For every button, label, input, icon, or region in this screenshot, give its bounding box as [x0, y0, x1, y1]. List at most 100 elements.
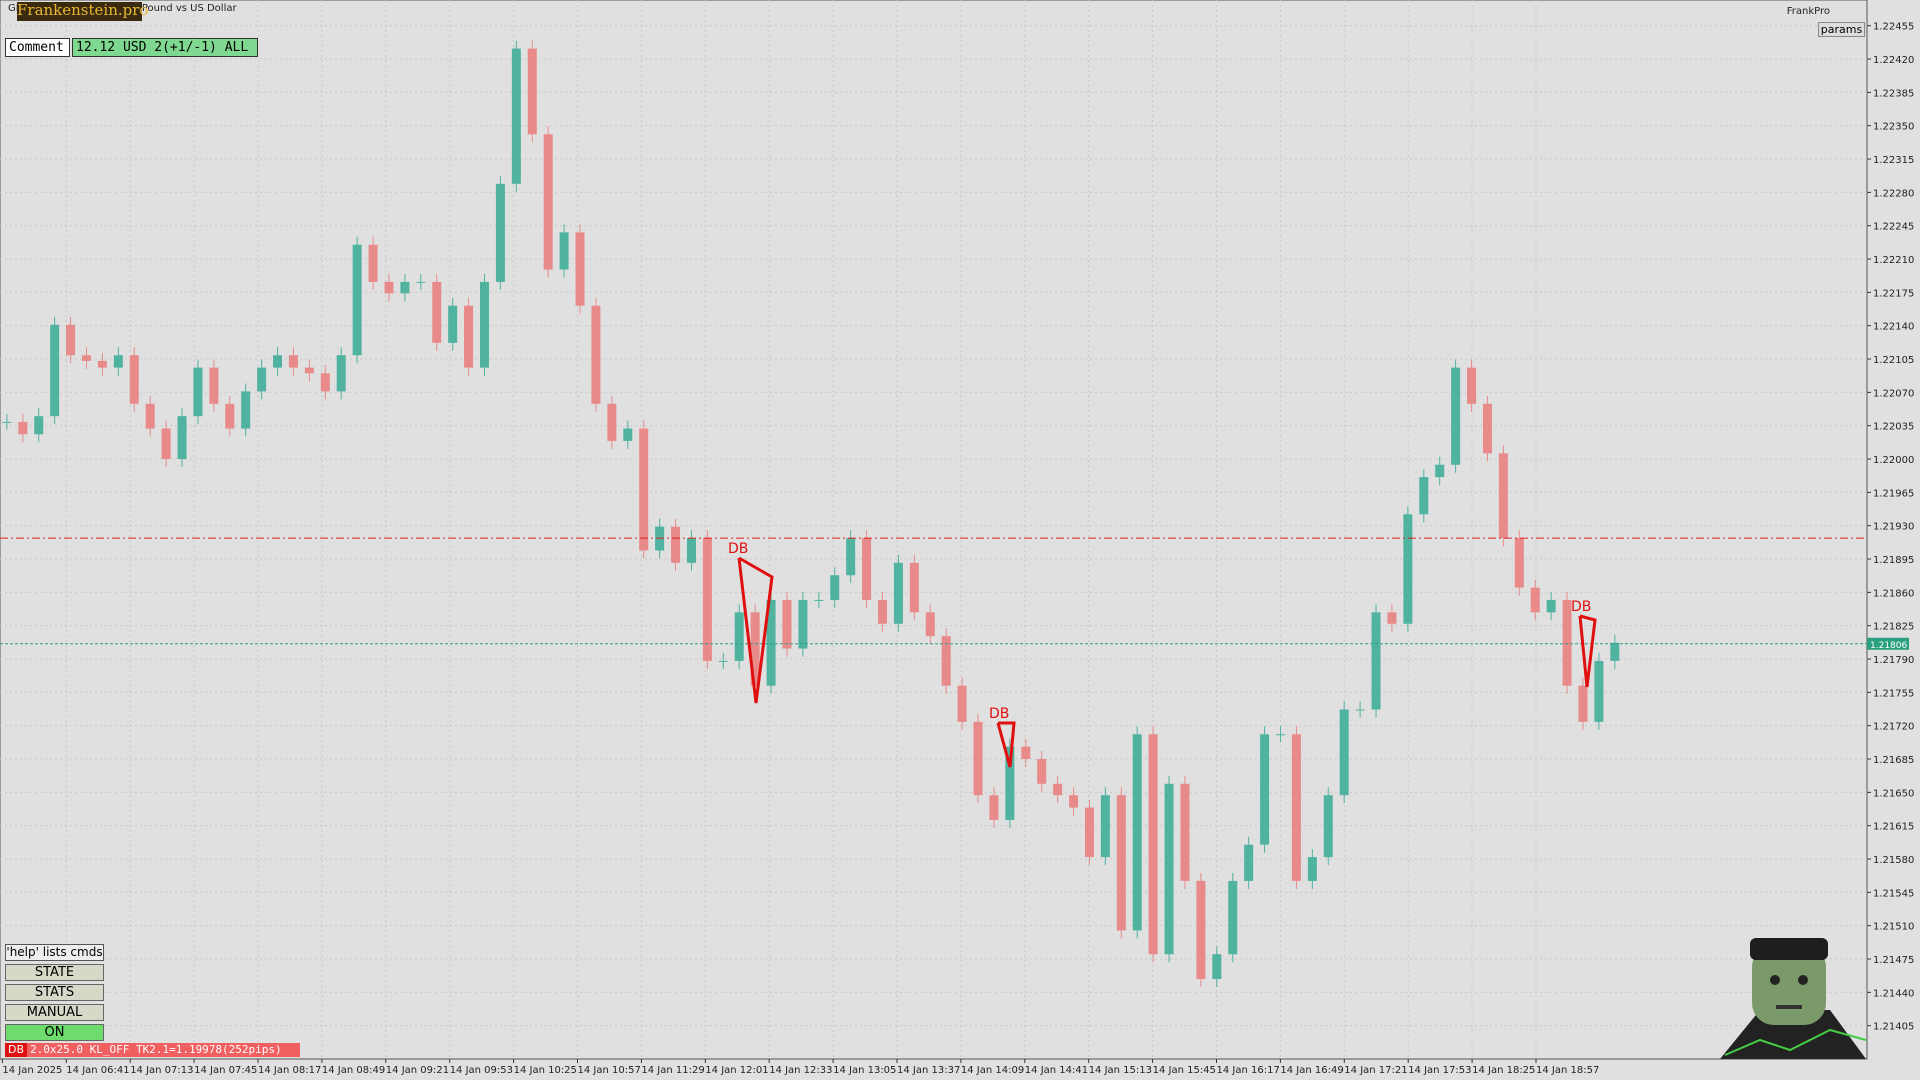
x-tick-label: 14 Jan 12:01: [705, 1065, 768, 1076]
candle-body: [527, 48, 537, 135]
candle-body: [893, 562, 903, 624]
candle-body: [1228, 880, 1238, 955]
brand: FrankPro: [1787, 6, 1830, 17]
y-tick-label: 1.22175: [1873, 288, 1914, 299]
x-tick-label: 14 Jan 11:29: [641, 1065, 704, 1076]
candle-body: [1276, 734, 1285, 736]
candle-body: [782, 599, 792, 649]
frankenstein-avatar: [1720, 938, 1867, 1059]
x-tick-label: 14 Jan 07:45: [194, 1065, 257, 1076]
y-tick-label: 1.21615: [1873, 822, 1914, 833]
candle-body: [686, 538, 696, 563]
candle-body: [1610, 642, 1620, 661]
candle-body: [878, 599, 887, 624]
x-tick-label: 14 Jan 15:13: [1089, 1065, 1152, 1076]
x-tick-label: 14 Jan 18:25: [1472, 1065, 1535, 1076]
candle-body: [1419, 477, 1429, 515]
candle-body: [145, 403, 155, 429]
candle-body: [1164, 783, 1174, 955]
pattern-label: DB: [989, 706, 1009, 722]
comment-text: 12.12 USD 2(+1/-1) ALL: [72, 38, 258, 57]
candle-body: [1530, 587, 1540, 613]
candle-body: [1514, 538, 1524, 588]
candle-body: [1403, 514, 1413, 624]
x-tick-label: 14 Jan 10:25: [514, 1065, 577, 1076]
x-tick-label: 14 Jan 07:13: [130, 1065, 193, 1076]
x-tick-label: 14 Jan 06:41: [66, 1065, 129, 1076]
x-tick-label: 14 Jan 17:21: [1344, 1065, 1407, 1076]
candle-body: [225, 403, 235, 429]
logo: Frankenstein.pro: [17, 1, 149, 21]
pattern-label: DB: [728, 541, 748, 557]
candle-body: [1467, 367, 1477, 404]
y-tick-label: 1.21580: [1873, 855, 1914, 866]
x-tick-label: 14 Jan 18:57: [1536, 1065, 1599, 1076]
candle-body: [607, 403, 617, 441]
x-tick-label: 14 Jan 08:49: [322, 1065, 385, 1076]
y-tick-label: 1.22140: [1873, 322, 1914, 333]
candle-body: [34, 416, 44, 435]
help-hint: 'help' lists cmds: [5, 944, 104, 961]
pattern-label: DB: [1571, 599, 1591, 615]
candle-body: [1244, 844, 1254, 881]
candle-body: [1005, 746, 1015, 820]
stats-button[interactable]: STATS: [5, 984, 104, 1001]
on-button[interactable]: ON: [5, 1024, 104, 1041]
candle-body: [1021, 746, 1031, 760]
candle-body: [480, 281, 489, 368]
candle-body: [1307, 857, 1317, 881]
x-tick-label: 14 Jan 08:17: [258, 1065, 321, 1076]
y-tick-label: 1.21790: [1873, 655, 1914, 666]
x-tick-label: 14 Jan 13:05: [833, 1065, 896, 1076]
pattern-shape: [1578, 614, 1597, 688]
candle-body: [1116, 795, 1126, 931]
y-tick-label: 1.21860: [1873, 588, 1914, 599]
y-tick-label: 1.21755: [1873, 688, 1914, 699]
x-tick-label: 14 Jan 16:49: [1280, 1065, 1343, 1076]
candle-body: [671, 526, 681, 563]
manual-button[interactable]: MANUAL: [5, 1004, 104, 1021]
candle-body: [1435, 464, 1445, 478]
candle-body: [1196, 880, 1206, 980]
candle-body: [1260, 734, 1270, 845]
plot-area: [0, 0, 1868, 1060]
params-button[interactable]: params: [1818, 22, 1865, 37]
candle-body: [82, 355, 91, 361]
candle-body: [973, 721, 983, 796]
y-tick-label: 1.21965: [1873, 488, 1914, 499]
candle-body: [575, 232, 585, 306]
status-tag: DB: [5, 1043, 27, 1057]
state-button[interactable]: STATE: [5, 964, 104, 981]
x-tick-label: 14 Jan 16:17: [1217, 1065, 1280, 1076]
candle-body: [1100, 795, 1110, 858]
candle-body: [495, 183, 505, 282]
y-tick-label: 1.22035: [1873, 422, 1914, 433]
x-tick-label: 14 Jan 15:45: [1153, 1065, 1216, 1076]
y-tick-label: 1.22210: [1873, 255, 1914, 266]
candle-body: [766, 599, 776, 686]
candle-body: [320, 373, 330, 392]
x-tick-label: 14 Jan 14:09: [961, 1065, 1024, 1076]
candle-body: [639, 428, 649, 551]
candle-body: [1562, 599, 1572, 686]
candle-body: [1578, 685, 1588, 722]
candle-body: [432, 281, 442, 343]
y-tick-label: 1.22070: [1873, 388, 1914, 399]
y-tick-label: 1.21440: [1873, 988, 1914, 999]
candle-body: [50, 324, 60, 417]
status-text: 2.0x25.0 KL_OFF TK2.1=1.19978(252pips): [27, 1043, 300, 1057]
pattern-shape: [737, 556, 774, 704]
candle-body: [1594, 660, 1604, 722]
candle-body: [1482, 403, 1492, 454]
candle-body: [384, 281, 394, 294]
candle-body: [352, 244, 362, 356]
candle-body: [925, 612, 935, 637]
candle-body: [702, 538, 712, 661]
candle-body: [416, 281, 426, 283]
candle-body: [1339, 709, 1349, 796]
candle-body: [304, 367, 314, 374]
candle-body: [209, 367, 219, 404]
